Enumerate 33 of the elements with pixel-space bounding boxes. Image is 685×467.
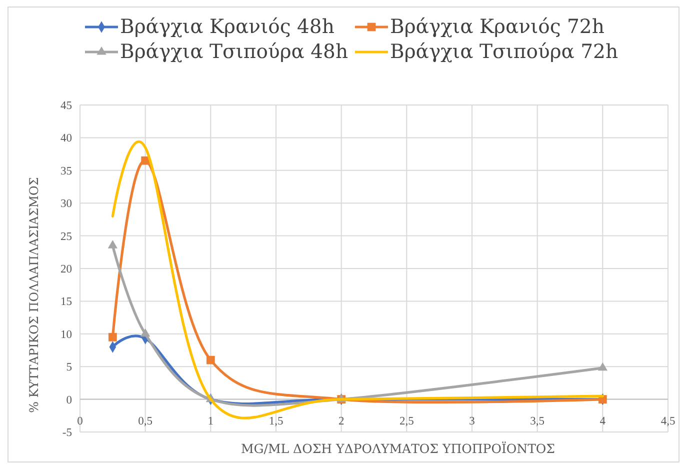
x-tick-label: 3,5	[530, 415, 545, 428]
x-tick-label: 4	[600, 415, 606, 428]
y-axis-title: % ΚΥΤΤΑΡΙΚΟΣ ΠΟΛΛΑΠΛΑΣΙΑΣΜΟΣ	[27, 177, 41, 413]
y-tick-label: 5	[66, 362, 72, 374]
legend-label: Βράγχια Τσιπούρα 72h	[390, 40, 618, 63]
y-tick-label: 0	[66, 394, 72, 406]
x-axis-title: MG/ML ΔΟΣΗ ΥΔΡΟΛΥΜΑΤΟΣ ΥΠΟΠΡΟΪΟΝΤΟΣ	[240, 441, 556, 456]
point	[108, 332, 117, 342]
point	[140, 328, 150, 337]
y-tick-label: -5	[62, 427, 72, 440]
point	[206, 356, 215, 364]
y-tick-label: 40	[60, 132, 72, 145]
x-tick-label: 1	[208, 415, 214, 428]
x-tick-label: 4,5	[660, 415, 676, 428]
point	[108, 240, 118, 248]
point	[598, 362, 608, 371]
x-tick-label: 1,5	[268, 415, 284, 428]
y-tick-label: 20	[60, 264, 72, 276]
x-tick-label: 0	[77, 415, 84, 428]
y-tick-label: 15	[60, 296, 72, 308]
x-tick-label: 2,5	[399, 415, 414, 428]
legend-label: Βράγχια Τσιπούρα 48h	[120, 40, 348, 63]
point	[141, 156, 150, 165]
x-tick-label: 3	[469, 415, 476, 428]
y-tick-label: 30	[60, 198, 72, 210]
legend-label: Βράγχια Κρανιός 72h	[390, 15, 605, 38]
y-tick-label: 25	[60, 230, 72, 243]
x-tick-label: 2	[338, 415, 344, 428]
x-tick-label: 0,5	[138, 415, 153, 428]
y-tick-label: 10	[60, 328, 72, 341]
legend-label: Βράγχια Κρανιός 48h	[120, 15, 335, 38]
y-tick-label: 45	[60, 100, 72, 112]
y-tick-label: 35	[60, 165, 72, 178]
